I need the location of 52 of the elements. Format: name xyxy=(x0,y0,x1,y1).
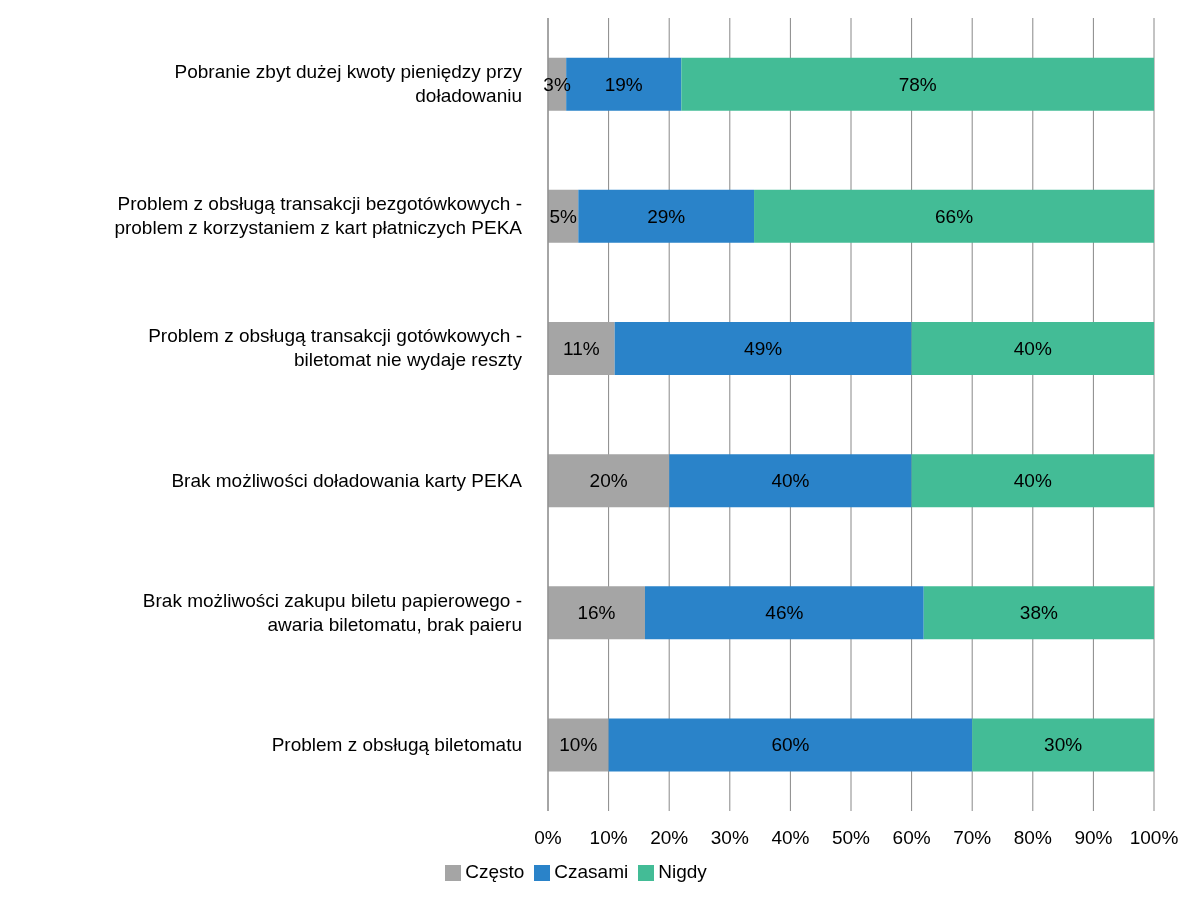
bar xyxy=(548,454,670,508)
data-label: 19% xyxy=(604,73,643,95)
x-tick-label: 30% xyxy=(710,827,749,849)
bar xyxy=(644,586,924,640)
data-label: 20% xyxy=(589,470,628,492)
x-tick-label: 80% xyxy=(1013,827,1052,849)
legend-label: Czasami xyxy=(554,861,629,882)
x-tick-label: 20% xyxy=(650,827,689,849)
bar xyxy=(923,586,1154,640)
data-label: 16% xyxy=(577,602,616,624)
y-tick-label: Problem z obsługą transakcji gotówkowych - biletomat nie wydaje reszty xyxy=(148,325,523,371)
data-label: 40% xyxy=(1013,337,1052,359)
bar xyxy=(669,454,912,508)
data-label: 49% xyxy=(744,337,783,359)
y-tick-label: Brak możliwości zakupu biletu papierowego - awaria biletomatu, brak paieru xyxy=(142,589,522,635)
bar xyxy=(548,718,609,772)
bar xyxy=(548,586,645,640)
bar xyxy=(754,189,1154,243)
data-label: 5% xyxy=(549,205,577,227)
data-label: 60% xyxy=(771,734,810,756)
bar xyxy=(911,454,1154,508)
x-tick-label: 0% xyxy=(534,827,562,849)
y-tick-label: Problem z obsługą biletomatu xyxy=(271,733,522,755)
x-tick-label: 60% xyxy=(892,827,931,849)
data-label: 38% xyxy=(1019,602,1058,624)
data-label: 29% xyxy=(647,205,686,227)
y-tick-label: Pobranie zbyt dużej kwoty pieniędzy przy doładowaniu xyxy=(174,61,523,107)
legend-label: Nigdy xyxy=(658,861,707,882)
data-label: 46% xyxy=(765,602,804,624)
x-tick-label: 70% xyxy=(953,827,992,849)
legend-label: Często xyxy=(465,861,525,882)
bar xyxy=(578,189,755,243)
bar xyxy=(911,321,1154,375)
data-label: 66% xyxy=(935,205,974,227)
data-label: 30% xyxy=(1044,734,1083,756)
data-label: 10% xyxy=(559,734,598,756)
x-tick-label: 40% xyxy=(771,827,810,849)
bar xyxy=(548,321,615,375)
data-label: 11% xyxy=(563,337,600,359)
bar xyxy=(608,718,973,772)
x-tick-label: 50% xyxy=(831,827,871,849)
bar xyxy=(681,57,1154,111)
bar xyxy=(614,321,912,375)
bar xyxy=(972,718,1154,772)
x-tick-label: 10% xyxy=(589,827,628,849)
y-tick-label: Problem z obsługą transakcji bezgotówkowych - problem z korzystaniem z kart płatniczych PEKA xyxy=(114,193,523,239)
x-tick-label: 100% xyxy=(1129,827,1179,849)
y-tick-label: Brak możliwości doładowania karty PEKA xyxy=(171,469,523,491)
data-label: 40% xyxy=(771,470,810,492)
x-tick-label: 90% xyxy=(1074,827,1113,849)
data-label: 78% xyxy=(898,73,937,95)
data-label: 40% xyxy=(1013,470,1052,492)
